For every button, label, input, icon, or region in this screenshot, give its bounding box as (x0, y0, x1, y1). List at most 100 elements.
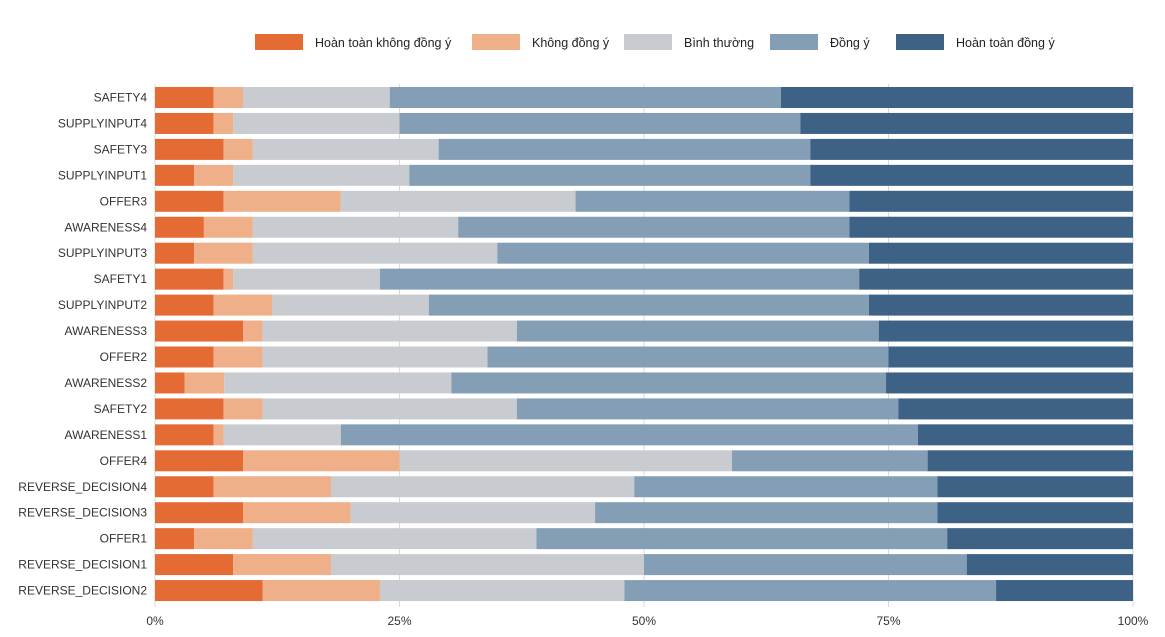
x-tick-label: 75% (876, 614, 900, 628)
bar-segment (262, 398, 517, 420)
bar-segment (859, 268, 1133, 290)
y-tick-label: SAFETY3 (94, 142, 148, 156)
bar-segment (516, 320, 879, 342)
y-tick-label: REVERSE_DECISION2 (18, 584, 147, 598)
bar-segment (243, 450, 400, 472)
bar-segment (937, 476, 1133, 498)
bar-segment (223, 138, 253, 160)
legend: Hoàn toàn không đồng ý Không đồng ý Bình t… (255, 34, 1055, 50)
bar-segment (155, 138, 224, 160)
bar-segment (243, 320, 263, 342)
bar-segment (252, 242, 498, 264)
bar-segment (213, 294, 273, 316)
y-tick-label: OFFER1 (100, 532, 148, 546)
bar-segment (262, 346, 488, 368)
legend-label: Đồng ý (830, 36, 870, 50)
bar-segment (937, 502, 1133, 524)
y-tick-label: SUPPLYINPUT3 (58, 246, 147, 260)
bar-segment (389, 87, 781, 108)
bar-segment (732, 450, 928, 472)
bar-segment (886, 372, 1133, 394)
bar-segment (155, 424, 214, 446)
legend-swatch (896, 34, 944, 50)
legend-label: Không đồng ý (532, 36, 610, 50)
bar-segment (272, 294, 429, 316)
bar-segment (497, 242, 869, 264)
bar-segment (223, 424, 341, 446)
bar-segment (262, 320, 517, 342)
bar-segment (262, 580, 380, 602)
bar-segment (575, 190, 850, 212)
bar-segment (810, 138, 1133, 160)
bar-segment (516, 398, 899, 420)
x-tick-label: 100% (1118, 614, 1149, 628)
y-tick-label: AWARENESS3 (65, 324, 148, 338)
bar-segment (780, 87, 1133, 108)
y-tick-label: AWARENESS1 (65, 428, 148, 442)
bar-segment (331, 554, 644, 576)
bar-segment (350, 502, 596, 524)
bar-segment (233, 554, 332, 576)
bar-segment (233, 112, 400, 134)
bar-segment (878, 320, 1133, 342)
bar-segment (340, 190, 576, 212)
bar-segment (194, 164, 234, 186)
bar-segment (996, 580, 1133, 602)
legend-label: Hoàn toàn đồng ý (956, 36, 1055, 50)
legend-swatch (770, 34, 818, 50)
bar-segment (849, 216, 1133, 238)
bar-segment (155, 346, 214, 368)
bar-segment (243, 502, 351, 524)
bar-segment (223, 268, 234, 290)
y-tick-label: AWARENESS4 (65, 220, 148, 234)
bar-segment (155, 372, 185, 394)
bar-segment (252, 216, 459, 238)
bar-segment (194, 528, 253, 550)
bar-segment (155, 242, 195, 264)
bar-segment (155, 87, 214, 108)
bar-segment (155, 216, 204, 238)
bar-segment (868, 294, 1133, 316)
y-tick-label: REVERSE_DECISION3 (18, 506, 147, 520)
bar-segment (233, 164, 410, 186)
y-tick-label: SAFETY4 (94, 91, 148, 105)
bar-segment (155, 450, 244, 472)
legend-label: Bình thường (684, 36, 754, 50)
bar-segment (243, 87, 390, 108)
y-tick-label: SAFETY1 (94, 272, 148, 286)
bar-segment (155, 164, 195, 186)
y-tick-label: OFFER3 (100, 194, 148, 208)
bar-segment (252, 528, 537, 550)
bar-segment (634, 476, 938, 498)
bar-segment (155, 398, 224, 420)
y-axis-labels: SAFETY4 SUPPLYINPUT4 SAFETY3 SUPPLYINPUT1 OF… (18, 91, 147, 598)
bar-segment (155, 476, 214, 498)
x-tick-label: 0% (146, 614, 164, 628)
bars (155, 87, 1133, 602)
y-tick-label: OFFER4 (100, 454, 148, 468)
bar-segment (184, 372, 225, 394)
bar-segment (917, 424, 1133, 446)
bar-segment (213, 87, 244, 108)
bar-segment (399, 112, 801, 134)
bar-segment (379, 580, 625, 602)
bar-segment (487, 346, 889, 368)
bar-segment (252, 138, 439, 160)
x-tick-label: 50% (632, 614, 656, 628)
bar-segment (155, 580, 263, 602)
bar-segment (223, 190, 341, 212)
bar-segment (213, 112, 234, 134)
bar-segment (595, 502, 938, 524)
bar-segment (451, 372, 887, 394)
bar-segment (194, 242, 253, 264)
bar-segment (624, 580, 997, 602)
x-tick-label: 25% (387, 614, 411, 628)
bar-segment (409, 164, 811, 186)
bar-segment (155, 268, 224, 290)
bar-segment (379, 268, 860, 290)
bar-segment (213, 476, 332, 498)
bar-segment (927, 450, 1133, 472)
bar-segment (223, 398, 263, 420)
y-tick-label: AWARENESS2 (65, 376, 148, 390)
